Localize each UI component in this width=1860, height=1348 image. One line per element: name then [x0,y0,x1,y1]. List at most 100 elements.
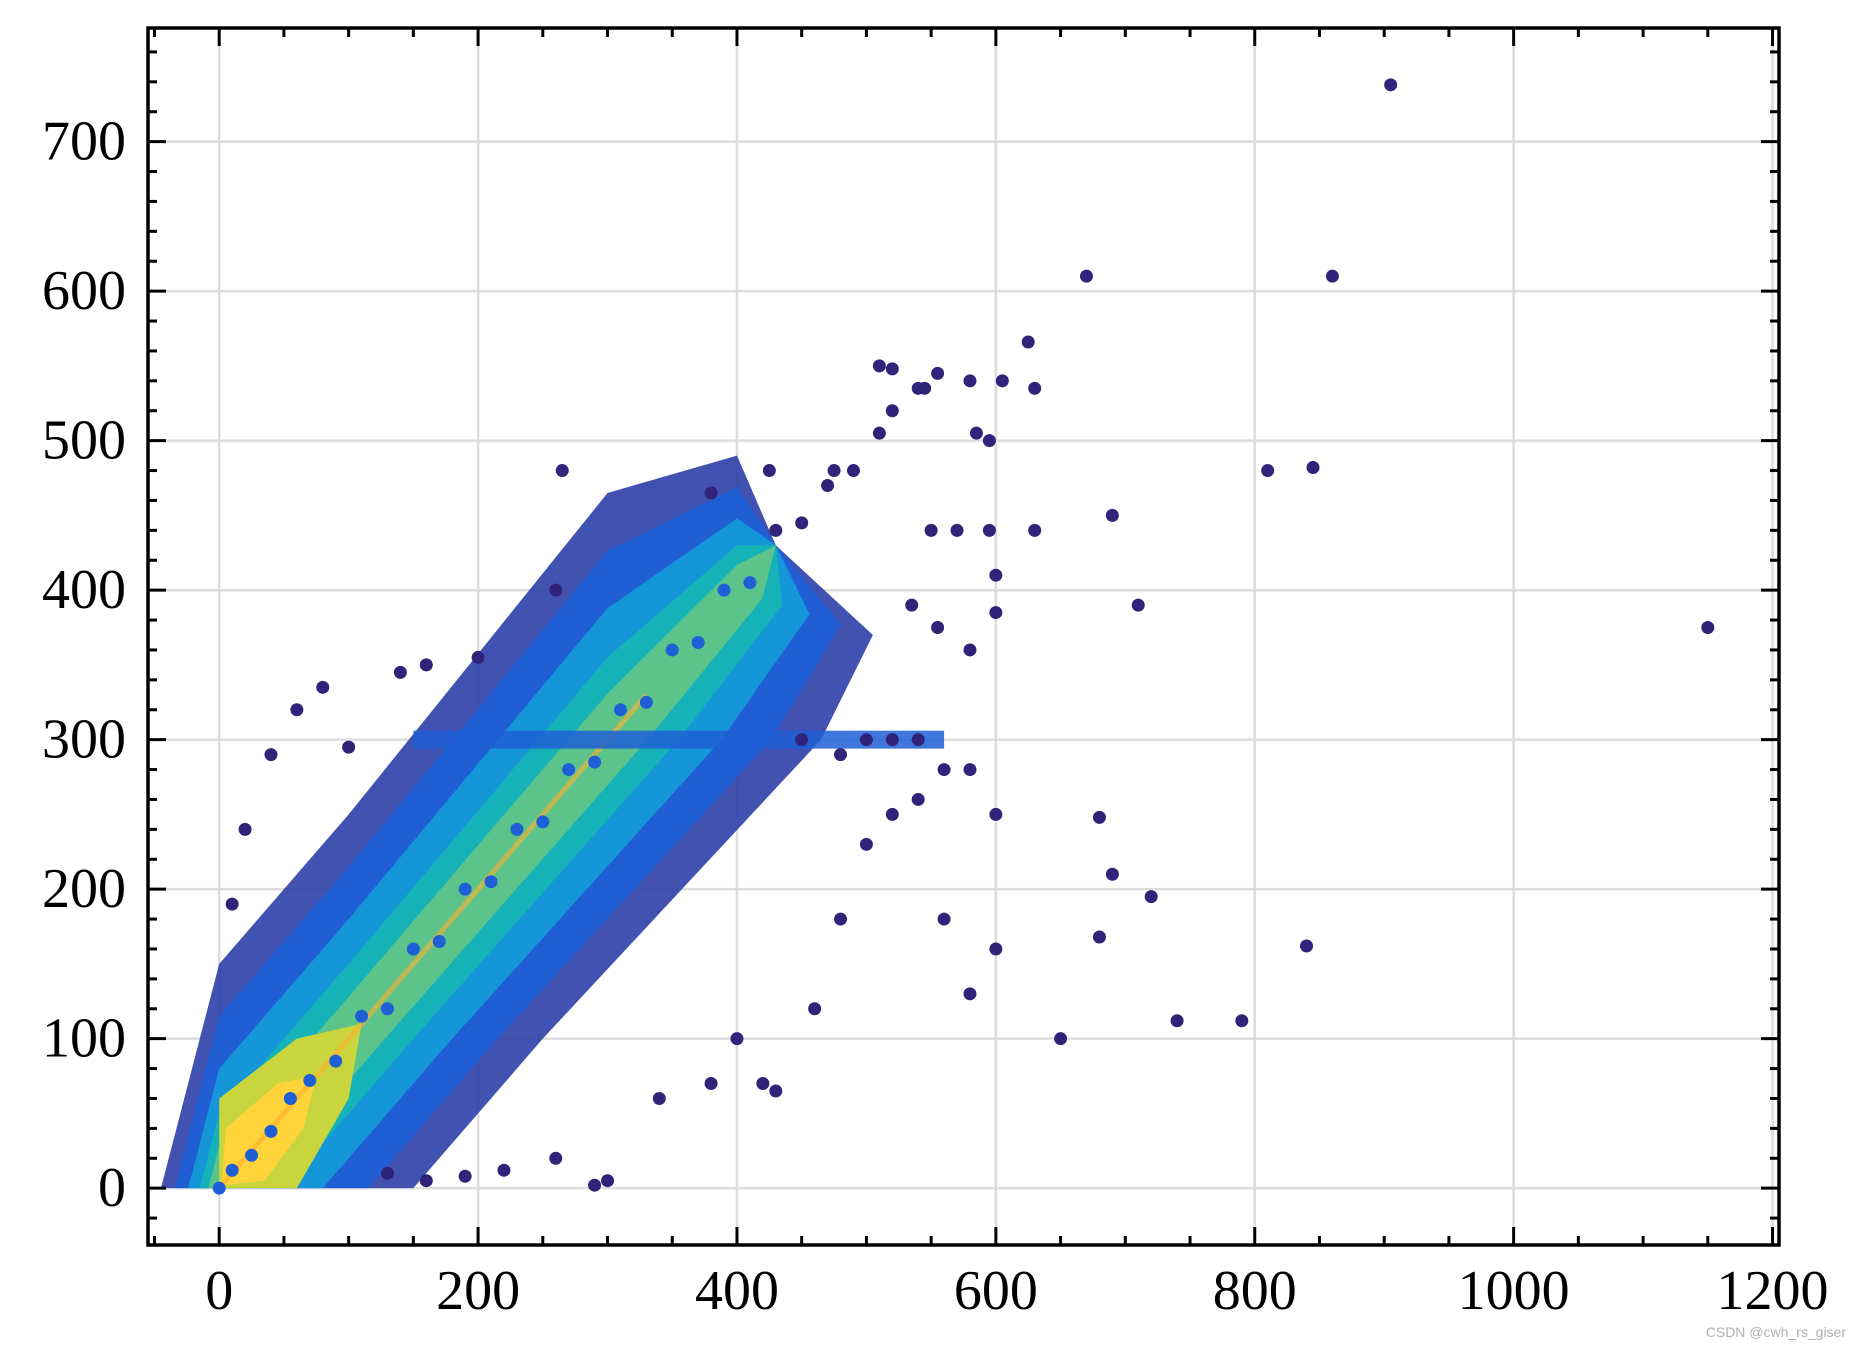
scatter-point [264,1124,278,1138]
scatter-point [1054,1032,1068,1046]
scatter-point [1105,867,1119,881]
scatter-point [458,1169,472,1183]
y-tick-label: 0 [98,1157,126,1219]
scatter-point [355,1009,369,1023]
scatter-point [982,434,996,448]
scatter-point [989,942,1003,956]
density-cloud [160,455,945,1190]
scatter-point [665,643,679,657]
scatter-point [380,1166,394,1180]
scatter-point [380,1002,394,1016]
scatter-point [963,643,977,657]
scatter-point [982,523,996,537]
scatter-point [1384,78,1398,92]
scatter-point [995,374,1009,388]
scatter-point [989,807,1003,821]
plot-frame [146,26,1781,1247]
x-tick-label: 1200 [1717,1260,1829,1322]
scatter-point [885,807,899,821]
scatter-point [484,875,498,889]
y-tick-label: 400 [42,559,126,621]
scatter-point [859,733,873,747]
scatter-point [769,1084,783,1098]
scatter-point [1300,939,1314,953]
y-tick-label: 300 [42,709,126,771]
density-streak-300 [413,730,945,749]
scatter-point [827,464,841,478]
scatter-point [931,366,945,380]
axis-ticks [148,28,1779,1245]
scatter-point [329,1054,343,1068]
scatter-point [989,606,1003,620]
scatter-point [963,987,977,1001]
y-tick-label: 600 [42,260,126,322]
scatter-point [1131,598,1145,612]
scatter-point [821,478,835,492]
scatter-point [510,822,524,836]
scatter-point [1235,1014,1249,1028]
y-tick-label: 500 [42,410,126,472]
scatter-point [769,523,783,537]
scatter-point [885,733,899,747]
y-tick-label: 200 [42,858,126,920]
scatter-points [212,78,1715,1195]
scatter-point [795,516,809,530]
y-tick-labels: 0 100 200 300 400 500 600 700 [42,111,126,1220]
scatter-point [1261,464,1275,478]
scatter-point [471,650,485,664]
scatter-point [1092,810,1106,824]
scatter-point [911,733,925,747]
scatter-point [762,464,776,478]
scatter-point [458,882,472,896]
scatter-point [549,1151,563,1165]
scatter-point [756,1077,770,1091]
scatter-point [497,1163,511,1177]
scatter-point [859,837,873,851]
scatter-point [931,621,945,635]
scatter-point [1306,461,1320,475]
scatter-point [419,658,433,672]
scatter-point [1021,335,1035,349]
scatter-point [717,583,731,597]
scatter-point [963,374,977,388]
scatter-point [588,755,602,769]
scatter-point [950,523,964,537]
y-tick-label: 700 [42,111,126,173]
scatter-point [601,1174,615,1188]
scatter-point [393,665,407,679]
watermark: CSDN @cwh_rs_giser [1705,1324,1846,1340]
x-tick-label: 1000 [1458,1260,1570,1322]
scatter-point [1170,1014,1184,1028]
scatter-point [549,583,563,597]
scatter-point [264,748,278,762]
scatter-point [225,1163,239,1177]
scatter-point [969,426,983,440]
scatter-point [245,1148,259,1162]
scatter-point [963,763,977,777]
scatter-point [555,464,569,478]
scatter-point [704,486,718,500]
x-tick-label: 800 [1213,1260,1297,1322]
scatter-point [846,464,860,478]
scatter-point [834,748,848,762]
scatter-point [342,740,356,754]
scatter-point [639,695,653,709]
scatter-point [834,912,848,926]
scatter-point [937,912,951,926]
scatter-point [1105,508,1119,522]
scatter-point [924,523,938,537]
scatter-point [691,635,705,649]
scatter-point [303,1074,317,1088]
scatter-point [562,763,576,777]
scatter-point [885,362,899,376]
scatter-point [419,1174,433,1188]
scatter-point [1325,269,1339,283]
scatter-point [652,1091,666,1105]
x-tick-labels: 0 200 400 600 800 1000 1200 [205,1260,1828,1322]
scatter-point [704,1077,718,1091]
scatter-point [730,1032,744,1046]
scatter-point [872,426,886,440]
scatter-point [588,1178,602,1192]
x-tick-label: 400 [695,1260,779,1322]
